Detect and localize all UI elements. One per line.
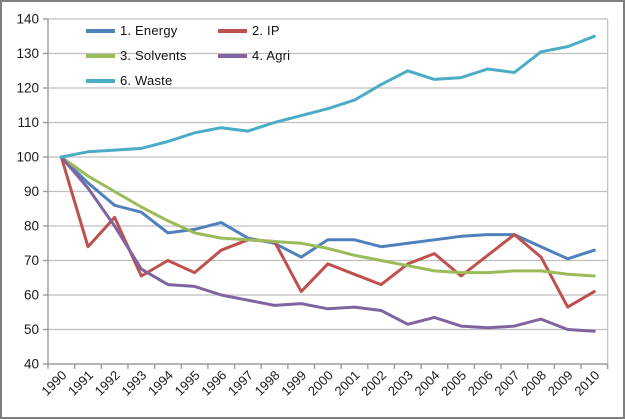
series-line-energy: [59, 155, 596, 261]
y-tick-label: 60: [24, 288, 39, 303]
y-tick-label: 140: [16, 12, 39, 27]
x-tick-label: 2000: [305, 368, 336, 399]
series-line-ip: [59, 155, 596, 309]
y-tick-label: 100: [16, 150, 39, 165]
legend-item-agri: 4. Agri: [218, 48, 290, 63]
series-line-waste: [59, 34, 596, 159]
y-tick-label: 130: [16, 46, 39, 61]
x-tick-label: 1997: [225, 368, 256, 399]
x-tick-label: 2005: [438, 368, 469, 399]
x-axis-labels: 1990199119921993199419951996199719981999…: [38, 368, 602, 399]
y-tick-label: 70: [24, 253, 39, 268]
x-tick-label: 1999: [278, 368, 309, 399]
series-line-solvents: [59, 155, 596, 278]
y-tick-label: 110: [17, 115, 39, 130]
legend: 1. Energy 2. IP 3. Solvents 4. Agri 6. W…: [86, 18, 290, 93]
waste-line-swatch: [86, 78, 115, 83]
gridlines: [48, 18, 609, 364]
x-tick-label: 2006: [465, 368, 496, 399]
legend-item-energy: 1. Energy: [86, 23, 218, 38]
x-tick-label: 2009: [545, 368, 576, 399]
legend-label-agri: 4. Agri: [252, 48, 291, 63]
ip-line-swatch: [218, 28, 247, 33]
legend-label-ip: 2. IP: [252, 23, 280, 38]
x-tick-label: 1996: [198, 368, 229, 399]
y-tick-label: 120: [16, 81, 39, 96]
x-tick-label: 2004: [411, 368, 442, 399]
legend-item-waste: 6. Waste: [86, 73, 218, 88]
y-tick-label: 80: [24, 219, 39, 234]
x-tick-label: 1992: [92, 368, 123, 399]
solvents-line-swatch: [86, 53, 115, 58]
y-tick-label: 40: [24, 357, 39, 372]
x-tick-label: 2003: [385, 368, 416, 399]
legend-label-energy: 1. Energy: [120, 23, 178, 38]
x-tick-label: 2007: [491, 368, 522, 399]
x-tick-label: 2002: [358, 368, 389, 399]
energy-line-swatch: [86, 28, 115, 33]
y-tick-label: 50: [24, 322, 39, 337]
legend-item-ip: 2. IP: [218, 23, 290, 38]
x-tick-label: 1991: [65, 368, 96, 399]
x-tick-label: 2001: [332, 368, 363, 399]
agri-line-swatch: [218, 53, 247, 58]
series-line-agri: [59, 155, 596, 333]
axes: [43, 18, 609, 369]
data-series-lines: [59, 34, 596, 333]
legend-label-solvents: 3. Solvents: [120, 48, 187, 63]
x-tick-label: 1998: [252, 368, 283, 399]
y-axis-labels: 40 50 60 70 80 90 100 110 120 130 140: [16, 12, 39, 372]
legend-item-solvents: 3. Solvents: [86, 48, 218, 63]
y-tick-label: 90: [24, 184, 39, 199]
x-tick-label: 1994: [145, 368, 176, 399]
x-tick-label: 1995: [172, 368, 203, 399]
x-tick-label: 2008: [518, 368, 549, 399]
x-tick-label: 2010: [571, 368, 602, 399]
x-tick-label: 1990: [38, 368, 69, 399]
legend-label-waste: 6. Waste: [120, 73, 173, 88]
x-tick-label: 1993: [118, 368, 149, 399]
